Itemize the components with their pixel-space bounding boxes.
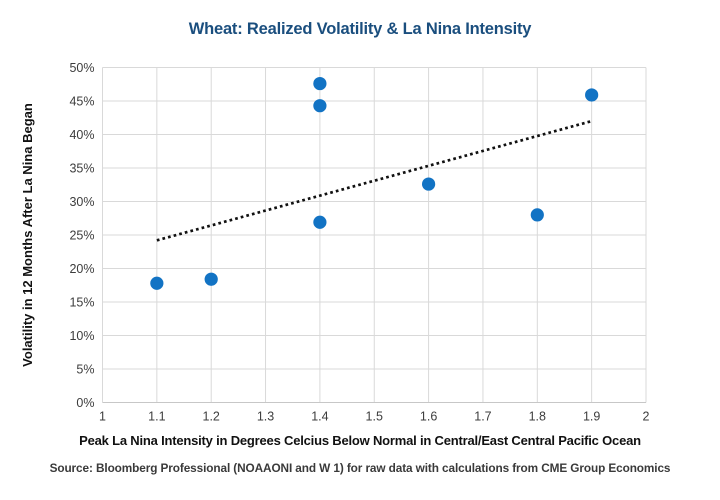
x-tick-label: 1.8 (529, 410, 546, 424)
x-tick-label: 1.2 (203, 410, 220, 424)
x-tick-label: 1.3 (257, 410, 274, 424)
scatter-point (313, 215, 327, 229)
y-tick-label: 40% (69, 128, 94, 142)
y-tick-label: 50% (69, 61, 94, 75)
x-tick-label: 1.1 (148, 410, 165, 424)
scatter-point (585, 88, 599, 102)
scatter-point (150, 276, 164, 290)
x-tick-label: 2 (643, 410, 650, 424)
y-tick-label: 5% (76, 363, 94, 377)
x-tick-label: 1.4 (311, 410, 328, 424)
y-tick-label: 45% (69, 95, 94, 109)
scatter-point (530, 208, 544, 222)
y-tick-label: 10% (69, 329, 94, 343)
y-tick-label: 20% (69, 262, 94, 276)
source-note: Source: Bloomberg Professional (NOAAONI … (49, 461, 671, 475)
x-tick-label: 1.7 (474, 410, 491, 424)
x-tick-label: 1 (99, 410, 106, 424)
y-tick-label: 25% (69, 229, 94, 243)
y-tick-label: 0% (76, 396, 94, 410)
x-tick-label: 1.9 (583, 410, 600, 424)
scatter-point (313, 76, 327, 91)
scatter-point (422, 177, 436, 191)
y-tick-label: 15% (69, 296, 94, 310)
x-tick-label: 1.5 (366, 410, 383, 424)
y-axis-title: Volatility in 12 Months After La Nina Be… (20, 103, 35, 367)
y-tick-label: 35% (69, 162, 94, 176)
x-tick-label: 1.6 (420, 410, 437, 424)
x-axis-title: Peak La Nina Intensity in Degrees Celciu… (79, 433, 641, 448)
y-tick-label: 30% (69, 195, 94, 209)
chart-title: Wheat: Realized Volatility & La Nina Int… (188, 20, 532, 38)
scatter-point (204, 272, 218, 286)
scatter-point (313, 99, 327, 113)
